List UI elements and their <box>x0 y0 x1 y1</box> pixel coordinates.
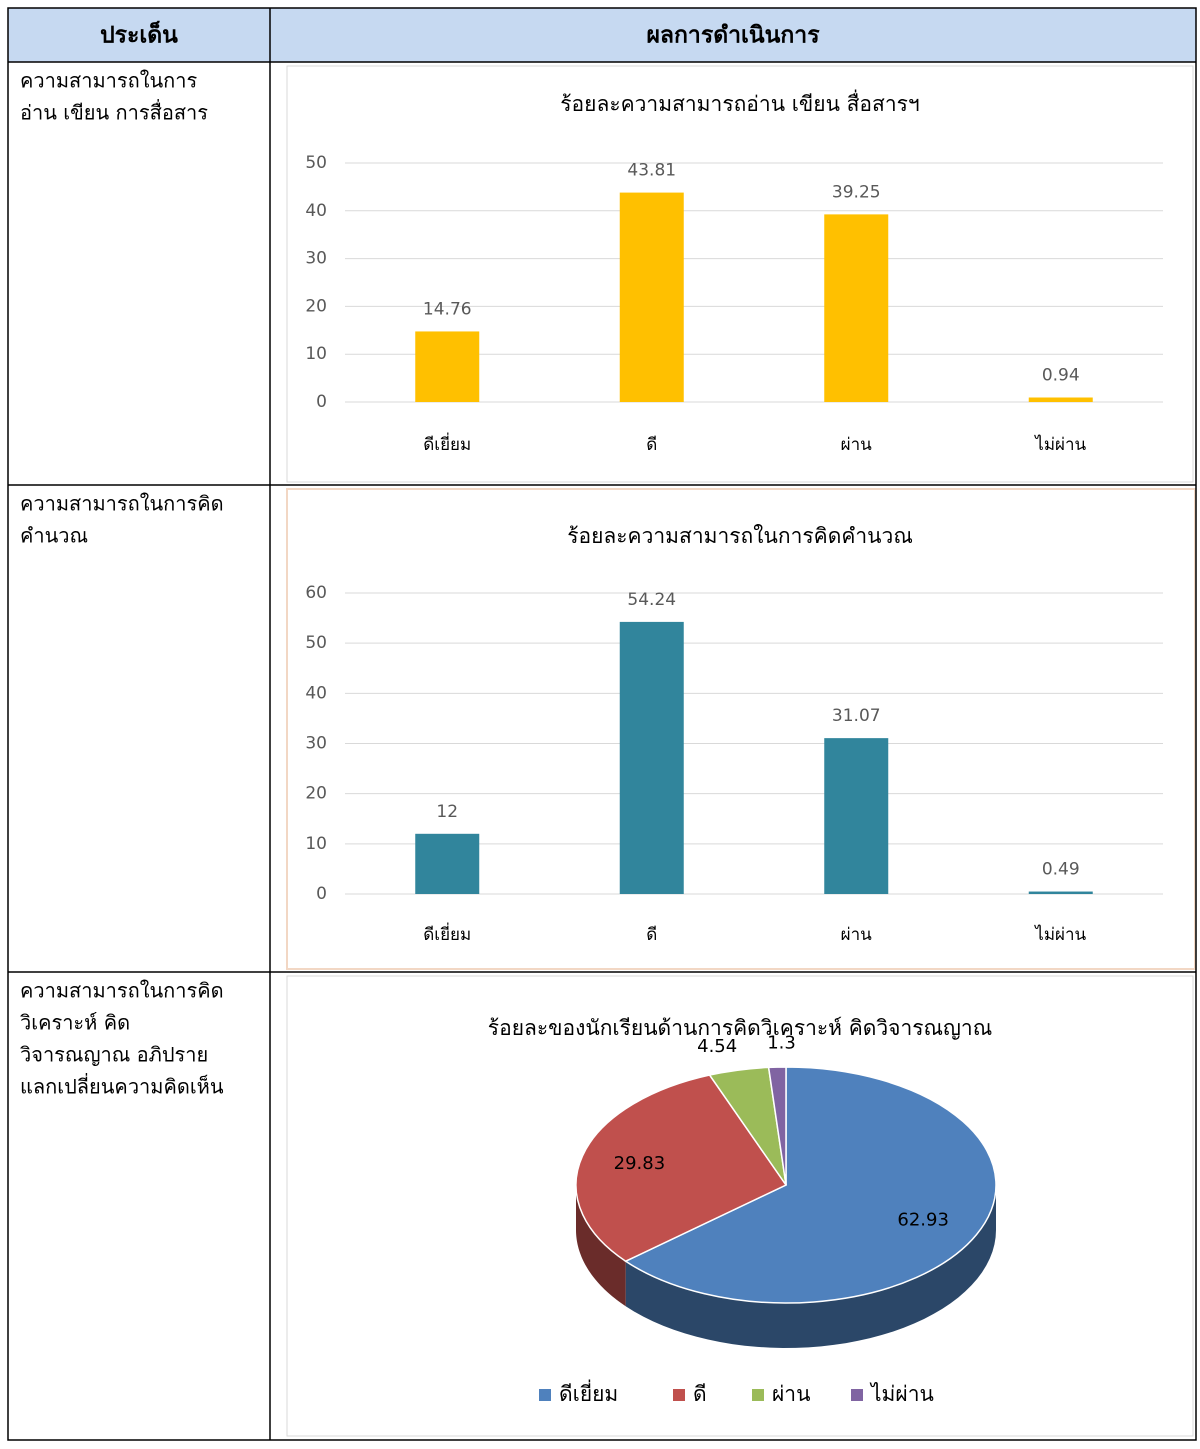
data-label: 54.24 <box>627 590 676 610</box>
y-tick-label: 50 <box>305 153 327 173</box>
topic-text: ความสามารถในการคิด <box>20 979 224 1003</box>
x-tick-label: ไม่ผ่าน <box>1033 434 1086 455</box>
topic-text: วิจารณญาณ อภิปราย <box>20 1043 208 1067</box>
data-label: 39.25 <box>832 182 881 202</box>
legend-swatch <box>851 1389 863 1401</box>
pie-side <box>625 1185 996 1348</box>
data-label: 62.93 <box>897 1210 949 1231</box>
topic-text: วิเคราะห์ คิด <box>20 1011 130 1035</box>
legend-swatch <box>673 1389 685 1401</box>
chart-frame <box>286 65 1194 483</box>
x-tick-label: ผ่าน <box>841 925 873 945</box>
y-tick-label: 20 <box>305 296 327 316</box>
bar <box>619 192 684 402</box>
topic-text: อ่าน เขียน การสื่อสาร <box>20 99 208 125</box>
bar <box>1028 891 1093 894</box>
x-tick-label: ดีเยี่ยม <box>423 432 471 455</box>
legend-swatch <box>539 1389 551 1401</box>
y-tick-label: 0 <box>316 884 327 904</box>
x-tick-label: ไม่ผ่าน <box>1033 924 1086 945</box>
y-tick-label: 30 <box>305 734 327 754</box>
legend-label: ผ่าน <box>772 1382 810 1406</box>
table-lines <box>7 7 1197 1441</box>
y-tick-label: 10 <box>305 344 327 364</box>
data-label: 14.76 <box>423 299 472 319</box>
legend-label: ดี <box>693 1382 707 1406</box>
legend-label: ไม่ผ่าน <box>869 1382 934 1406</box>
chart-frame <box>286 488 1196 970</box>
bar <box>824 214 889 402</box>
y-tick-label: 20 <box>305 784 327 804</box>
header-cell: ประเด็น <box>100 20 178 49</box>
x-tick-label: ดี <box>646 925 657 945</box>
pie-slice <box>624 1066 997 1304</box>
data-label: 4.54 <box>697 1036 737 1057</box>
y-tick-label: 30 <box>305 249 327 269</box>
y-tick-label: 50 <box>305 633 327 653</box>
chart-title: ร้อยละของนักเรียนด้านการคิดวิเคราะห์ คิด… <box>488 1016 992 1040</box>
bar <box>415 331 480 402</box>
y-tick-label: 10 <box>305 834 327 854</box>
topic-text: แลกเปลี่ยนความคิดเห็น <box>20 1073 224 1099</box>
data-label: 0.49 <box>1042 860 1080 880</box>
legend-label: ดีเยี่ยม <box>559 1379 618 1406</box>
y-tick-label: 0 <box>316 392 327 412</box>
chart-title: ร้อยละความสามารถอ่าน เขียน สื่อสารฯ <box>560 89 919 116</box>
topic-text: ความสามารถในการคิด <box>20 492 224 516</box>
data-label: 0.94 <box>1042 366 1080 386</box>
y-tick-label: 40 <box>305 683 327 703</box>
bar <box>1028 397 1093 402</box>
pie-slice <box>767 1066 787 1186</box>
topic-text: ความสามารถในการ <box>20 69 198 93</box>
pie-slice <box>575 1074 788 1263</box>
chart-title: ร้อยละความสามารถในการคิดคำนวณ <box>567 524 913 548</box>
y-tick-label: 40 <box>305 201 327 221</box>
pie-side <box>576 1185 626 1307</box>
x-tick-label: ดีเยี่ยม <box>423 922 471 945</box>
data-label: 12 <box>436 802 458 822</box>
data-label: 43.81 <box>627 161 676 181</box>
bar <box>824 738 889 894</box>
legend-swatch <box>752 1389 764 1401</box>
bar <box>619 621 684 894</box>
topic-text: คำนวณ <box>20 524 88 548</box>
y-tick-label: 60 <box>305 583 327 603</box>
x-tick-label: ผ่าน <box>841 435 873 455</box>
data-label: 29.83 <box>614 1153 666 1174</box>
data-label: 31.07 <box>832 706 881 726</box>
x-tick-label: ดี <box>646 435 657 455</box>
chart-frame <box>286 975 1194 1437</box>
header-cell: ผลการดำเนินการ <box>646 23 820 49</box>
header-background <box>8 8 1196 62</box>
data-label: 1.3 <box>767 1033 796 1054</box>
bar <box>415 833 480 894</box>
